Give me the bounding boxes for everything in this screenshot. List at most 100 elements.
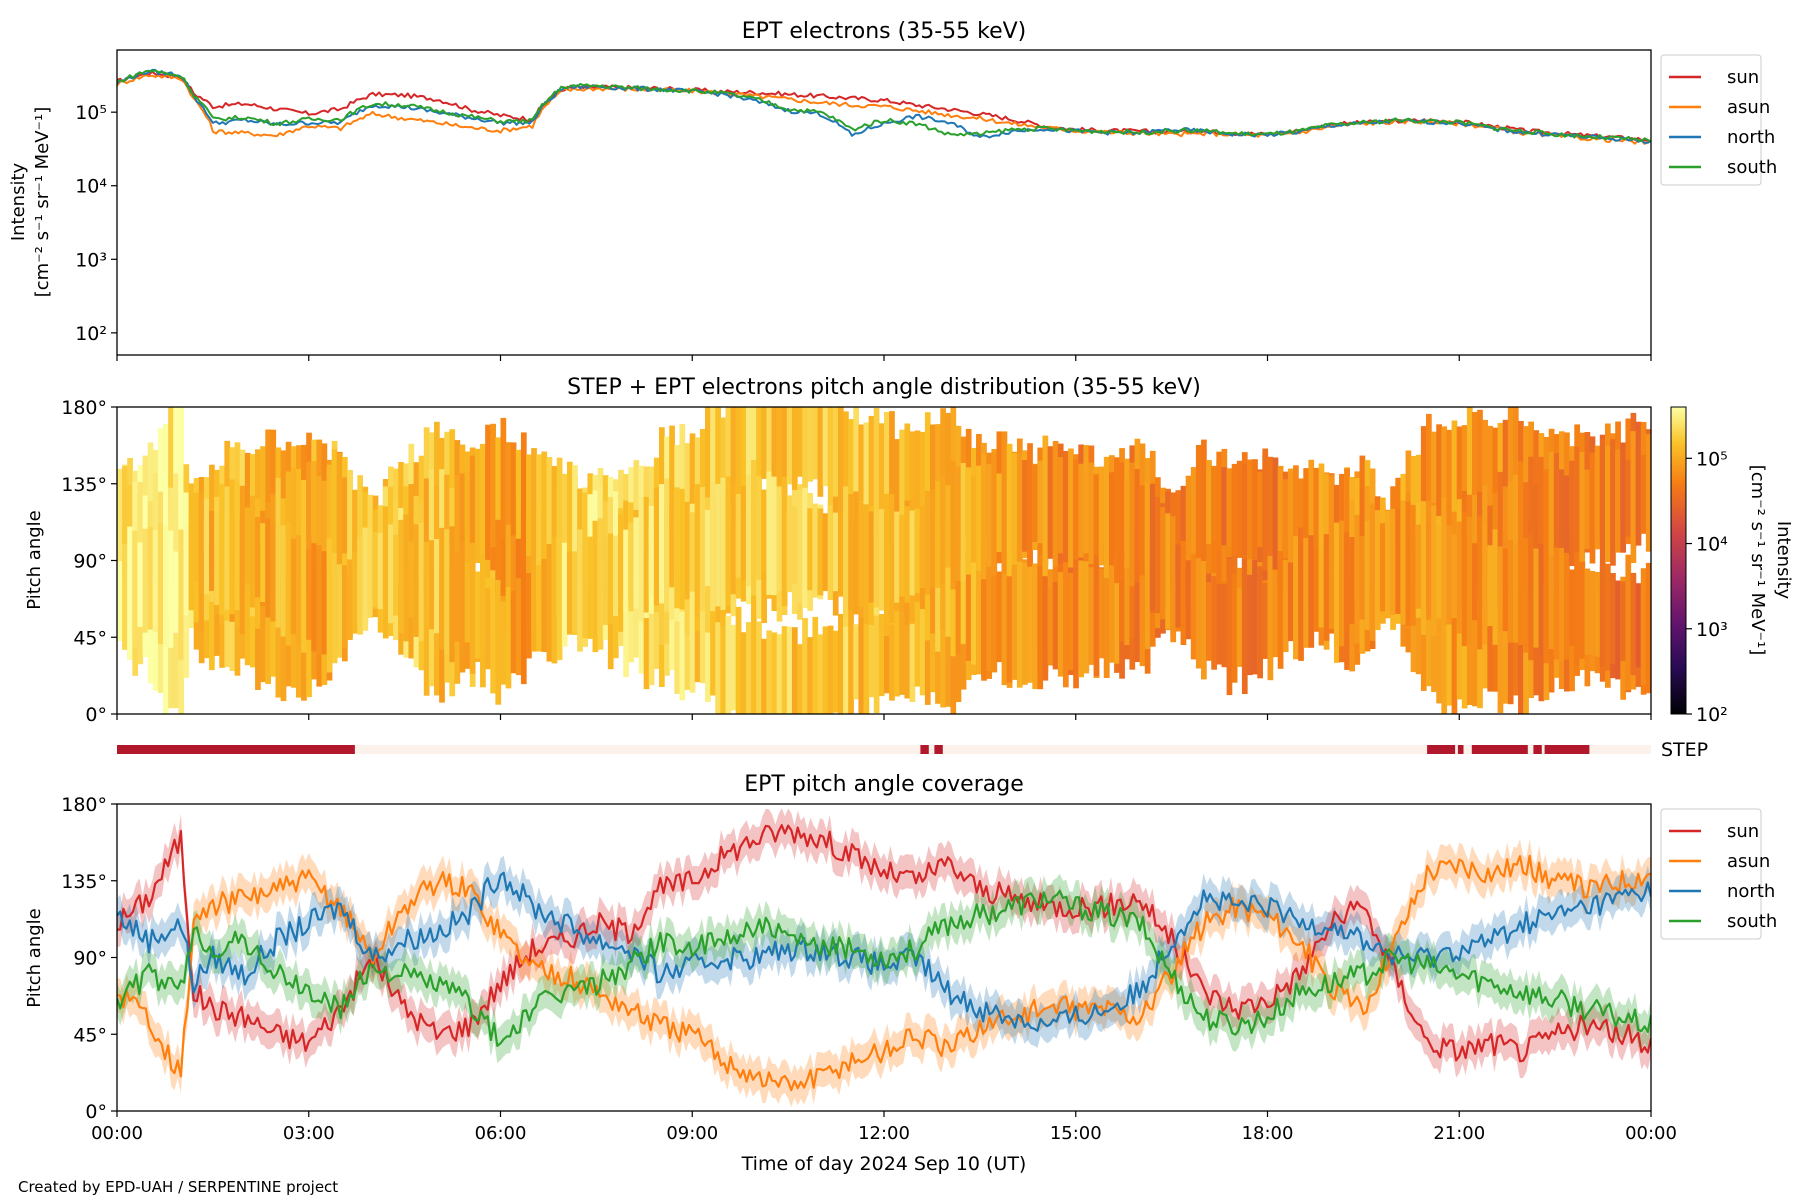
pad-cell — [1436, 594, 1442, 704]
pad-panel: STEP + EPT electrons pitch angle distrib… — [24, 375, 1794, 726]
pad-cell — [1512, 407, 1519, 535]
pad-cell — [756, 621, 762, 714]
colorbar-tick-label: 10² — [1696, 704, 1728, 726]
pad-cell — [173, 473, 179, 585]
pad-cell — [1512, 542, 1519, 643]
pad-cell — [219, 484, 225, 615]
pad-cell — [597, 518, 604, 650]
pad-cell — [1083, 561, 1090, 674]
pad-cell — [730, 483, 737, 595]
pad-cell — [1599, 438, 1606, 572]
coverage-panel: EPT pitch angle coverage 0° 45° 90° 135° 180… — [24, 772, 1777, 1175]
pad-cell — [178, 407, 185, 493]
pad-cell — [178, 529, 185, 660]
pad-cell — [1487, 600, 1494, 692]
pad-cell — [1333, 522, 1340, 647]
pad-cell — [1620, 446, 1627, 553]
pad-cell — [1564, 552, 1570, 660]
pad-cell — [1558, 469, 1565, 563]
pad-cell — [1313, 548, 1320, 632]
pad-cell — [1415, 579, 1422, 675]
pad-cell — [1415, 524, 1422, 609]
pad-cell — [1114, 550, 1120, 664]
intensity-y-tick-label: 10³ — [75, 249, 107, 271]
pad-cell — [853, 407, 860, 528]
pad-cell — [1129, 558, 1136, 639]
pad-cell — [1022, 562, 1028, 685]
pad-cell — [935, 481, 941, 588]
pad-cell — [423, 478, 430, 597]
pad-cell — [1247, 459, 1253, 560]
pad-cell — [301, 531, 307, 653]
pad-cell — [209, 510, 215, 591]
pad-cell — [321, 480, 328, 556]
pad-cell — [1436, 525, 1442, 619]
pad-cell — [485, 588, 491, 670]
pad-cell — [863, 599, 870, 714]
pad-cell — [1410, 504, 1417, 626]
pad-cell — [1487, 425, 1494, 524]
pad-cell — [1195, 558, 1202, 669]
pad-cell — [434, 539, 440, 634]
pad-cell — [817, 634, 824, 714]
pad-cell — [904, 506, 911, 603]
pad-cell — [357, 537, 364, 635]
pad-cell — [684, 581, 691, 690]
pad-cell — [244, 452, 251, 548]
pad-cell — [776, 634, 783, 714]
pad-cell — [930, 600, 936, 693]
pad-cell — [1257, 566, 1263, 679]
pad-cell — [495, 469, 502, 594]
pad-cell — [1037, 566, 1044, 690]
pad-cell — [889, 493, 895, 623]
intensity-line-south — [117, 69, 1651, 143]
pad-cell — [434, 485, 440, 585]
pad-cell — [812, 407, 819, 480]
pad-cell — [142, 528, 149, 633]
pad-cell — [1313, 467, 1320, 585]
pad-cell — [1201, 561, 1207, 680]
pad-cell — [1078, 560, 1085, 678]
pad-cell — [1093, 474, 1100, 556]
pad-cell — [1282, 479, 1289, 559]
pad-cell — [566, 461, 573, 597]
pad-cell — [1548, 452, 1555, 586]
legend-label-asun: asun — [1727, 97, 1770, 118]
pad-cell — [418, 455, 425, 537]
pad-cell — [832, 630, 839, 713]
pad-cell — [1016, 556, 1023, 688]
pad-cell — [679, 568, 686, 701]
pad-cell — [1625, 554, 1632, 691]
pad-cell — [1400, 500, 1407, 625]
step-interval — [1533, 745, 1542, 754]
colorbar — [1670, 406, 1687, 715]
x-tick-label: 12:00 — [858, 1123, 910, 1144]
pad-cell — [669, 505, 675, 588]
pad-cell — [1441, 586, 1448, 714]
pad-cell — [495, 580, 502, 705]
pad-cell — [705, 597, 711, 702]
pad-cell — [193, 492, 200, 582]
pad-cell — [976, 465, 982, 571]
pad-cell — [786, 407, 793, 485]
step-interval — [117, 745, 355, 754]
pad-cell — [674, 487, 681, 609]
pad-cell — [1083, 470, 1090, 554]
pad-cell — [1584, 568, 1591, 655]
pad-cell — [1231, 471, 1238, 547]
pad-cell — [659, 484, 665, 604]
pad-cell — [1548, 555, 1555, 649]
pad-cell — [1497, 546, 1504, 631]
intensity-ylabel-line1: Intensity — [8, 162, 29, 241]
pad-cell — [710, 611, 716, 696]
pad-cell — [1185, 560, 1192, 640]
pad-cell — [919, 431, 926, 529]
pad-cell — [710, 407, 716, 533]
pad-cell — [1252, 459, 1258, 560]
pad-cell — [1482, 524, 1488, 645]
pad-cell — [1241, 558, 1248, 694]
pad-cell — [157, 523, 164, 645]
x-axis-label: Time of day 2024 Sep 10 (UT) — [741, 1153, 1027, 1175]
pad-cell — [791, 627, 798, 714]
